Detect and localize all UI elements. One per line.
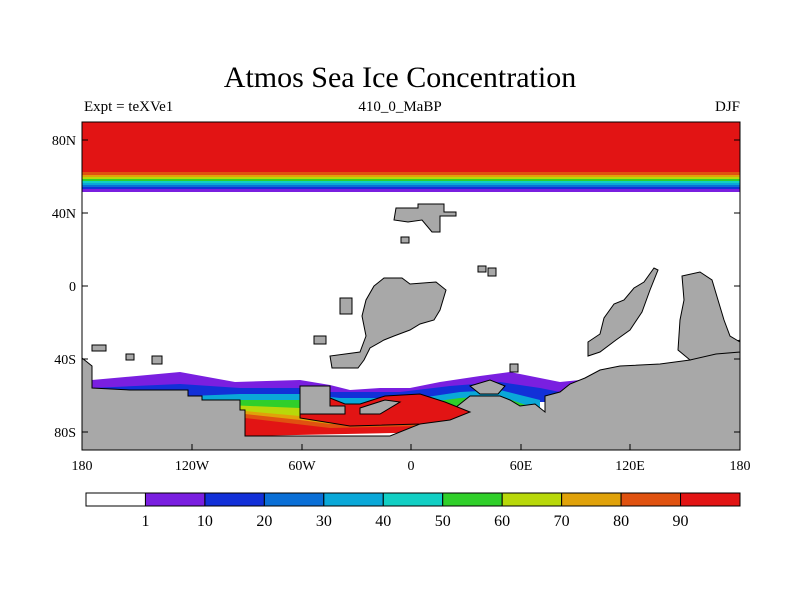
colorbar-label: 50 xyxy=(435,513,451,530)
island xyxy=(313,335,327,345)
colorbar-label: 70 xyxy=(554,513,570,530)
colorbar-swatch xyxy=(204,492,265,507)
season-label: DJF xyxy=(714,99,740,115)
colorbar-swatch xyxy=(620,492,682,507)
colorbar-swatch xyxy=(144,492,206,507)
land-patch xyxy=(468,379,506,395)
colorbar-swatch xyxy=(85,492,146,507)
continent-east xyxy=(587,267,659,357)
island xyxy=(477,265,487,273)
colorbar-swatch xyxy=(263,492,325,507)
map-title: Atmos Sea Ice Concentration xyxy=(223,61,577,94)
land-patch xyxy=(359,399,402,415)
colorbar-labels: 1 10 20 30 40 50 60 70 80 90 xyxy=(141,513,688,530)
colorbar-label: 80 xyxy=(613,513,629,530)
x-tick-label: 60E xyxy=(510,459,533,474)
island xyxy=(487,267,497,277)
colorbar-swatch xyxy=(561,492,622,507)
colorbar xyxy=(85,492,741,507)
y-tick-label: 40S xyxy=(54,353,76,368)
colorbar-label: 1 xyxy=(141,513,149,530)
x-tick-label: 180 xyxy=(72,459,93,474)
island xyxy=(125,353,135,361)
y-tick-label: 80N xyxy=(52,134,76,149)
continent-central-west xyxy=(339,297,353,315)
x-tick-label: 120W xyxy=(175,459,210,474)
colorbar-label: 10 xyxy=(197,513,213,530)
y-tick-label: 80S xyxy=(54,426,76,441)
x-tick-label: 60W xyxy=(288,459,316,474)
continent-central xyxy=(329,277,447,369)
colorbar-label: 60 xyxy=(494,513,510,530)
northern-ice-band xyxy=(82,122,740,192)
x-tick-label: 120E xyxy=(615,459,645,474)
island xyxy=(509,363,519,373)
y-tick-label: 40N xyxy=(52,207,76,222)
x-tick-label: 0 xyxy=(408,459,415,474)
colorbar-swatch xyxy=(680,492,741,507)
colorbar-swatch xyxy=(501,492,563,507)
continent-northern xyxy=(393,203,457,233)
x-tick-label: 180 xyxy=(730,459,751,474)
y-tick-label: 0 xyxy=(69,280,76,295)
colorbar-swatch xyxy=(323,492,384,507)
experiment-label: Expt = teXVe1 xyxy=(84,99,174,115)
island xyxy=(400,236,410,244)
colorbar-swatch xyxy=(442,492,503,507)
colorbar-label: 30 xyxy=(316,513,332,530)
island xyxy=(91,344,107,352)
colorbar-label: 20 xyxy=(256,513,272,530)
colorbar-label: 40 xyxy=(375,513,391,530)
timestamp-label: 410_0_MaBP xyxy=(358,99,442,115)
colorbar-label: 90 xyxy=(673,513,689,530)
colorbar-swatch xyxy=(382,492,444,507)
island xyxy=(151,355,163,365)
land-patch xyxy=(299,385,346,415)
tick-marks xyxy=(81,139,741,450)
